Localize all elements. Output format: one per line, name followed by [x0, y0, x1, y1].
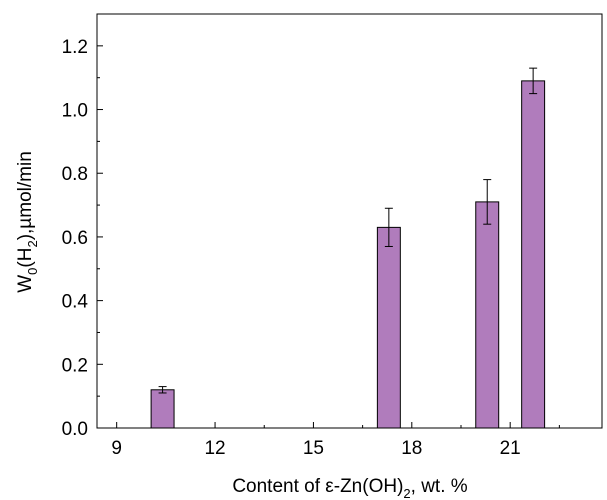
x-tick-label: 18 — [401, 438, 422, 459]
bars-layer — [150, 80, 546, 429]
x-tick-label: 15 — [303, 438, 324, 459]
x-tick-label: 9 — [111, 438, 122, 459]
plot-frame — [96, 13, 603, 429]
y-axis-title-w: W — [15, 275, 36, 293]
y-tick-label: 0.6 — [62, 228, 88, 249]
x-axis-title-subscript: 2 — [403, 486, 410, 500]
bar — [376, 226, 401, 429]
x-axis-title-suffix: , wt. % — [411, 476, 468, 497]
x-tick-label: 21 — [500, 438, 521, 459]
y-axis-title-sub-2: 2 — [25, 240, 40, 247]
x-axis-title-prefix: Content of ε-Zn(OH) — [232, 476, 403, 497]
bar — [475, 201, 500, 429]
y-axis-title-paren-open: (H — [15, 248, 36, 268]
tick-layer: 9 12 15 18 21 0.0 0.2 0.4 0.6 0.8 1.0 1.2 — [62, 37, 560, 459]
bar — [521, 80, 546, 429]
y-axis-title-unit: ),µmol/min — [15, 151, 36, 240]
y-axis-title-sub-0: 0 — [25, 268, 40, 275]
bar — [150, 389, 175, 429]
y-tick-label: 0.4 — [62, 292, 89, 313]
y-tick-label: 0.0 — [62, 419, 88, 440]
y-tick-label: 1.2 — [62, 37, 88, 58]
y-axis-title: W0(H2),µmol/min — [15, 151, 40, 293]
x-tick-label: 12 — [204, 438, 225, 459]
x-axis-title: Content of ε-Zn(OH)2, wt. % — [232, 476, 467, 500]
y-tick-label: 0.2 — [62, 355, 88, 376]
y-tick-label: 0.8 — [62, 164, 88, 185]
y-tick-label: 1.0 — [62, 101, 88, 122]
error-bars-layer — [158, 67, 538, 394]
